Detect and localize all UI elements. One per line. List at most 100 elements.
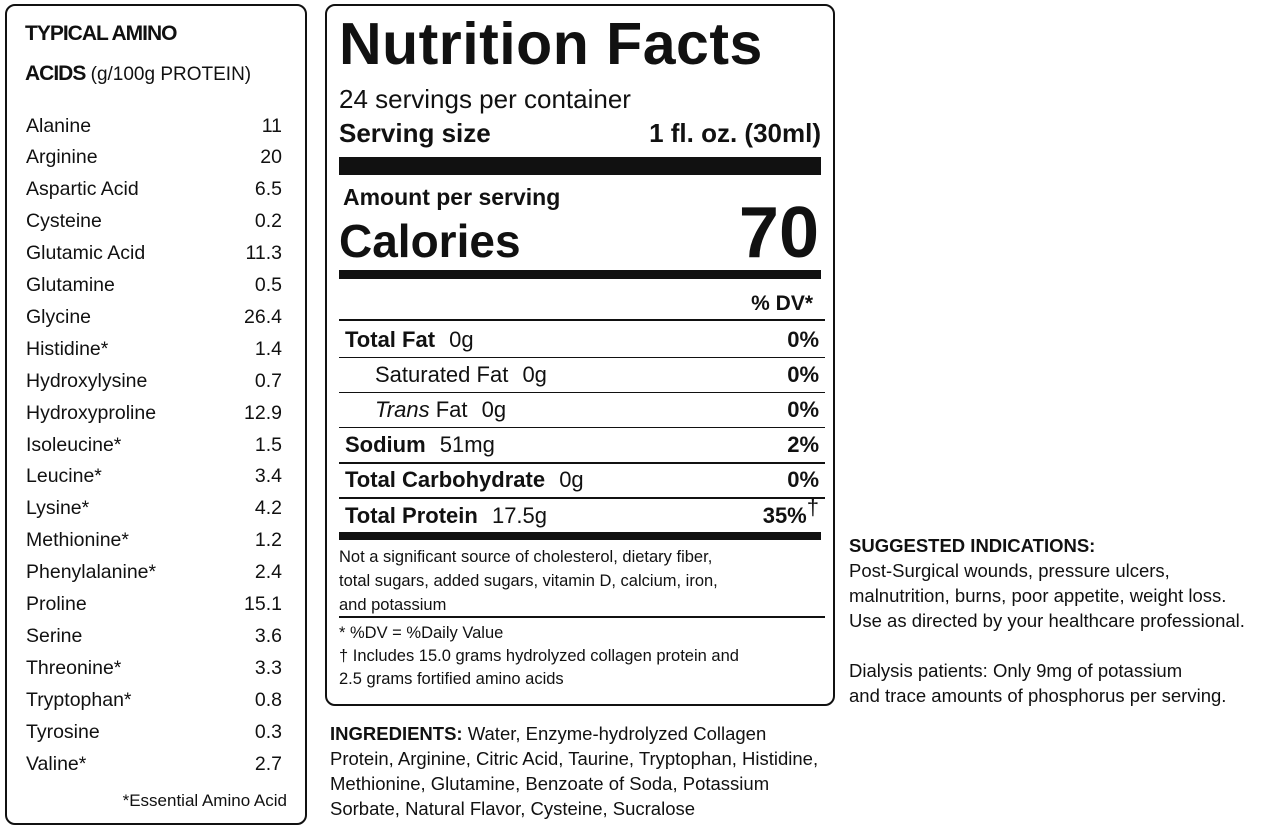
divider [339,616,825,618]
amino-value: 6.5 [254,178,282,201]
amino-value: 12.9 [244,401,282,424]
amino-value: 1.5 [254,433,282,456]
amino-name: Phenylalanine* [26,561,157,584]
serving-size-label: Serving size [339,118,491,148]
amino-footnote: *Essential Amino Acid [122,791,287,810]
nutrient-name: Sodium [345,432,426,458]
amino-row: Aspartic Acid 6.5 [26,174,282,206]
footnote-line: 2.5 grams fortified amino acids [339,670,564,688]
nutrient-amount: 51mg [439,432,495,458]
amino-value: 3.3 [254,656,282,679]
serving-size-value: 1 fl. oz. (30ml) [649,118,821,148]
amino-name: Isoleucine* [26,433,122,456]
nf-note: Not a significant source of cholesterol,… [339,545,718,617]
amino-row: Serine 3.6 [26,620,282,652]
amino-value: 26.4 [244,305,282,328]
divider [339,356,825,358]
amino-value: 0.2 [254,210,282,233]
nutrient-dv: 2% [787,432,819,458]
dialysis-line: Dialysis patients: Only 9mg of potassium [849,660,1183,681]
amino-name: Tryptophan* [26,688,132,711]
nutrient-dv: 0% [787,396,819,422]
amino-row: Lysine* 4.2 [26,493,282,525]
nutrient-dv-cell: 0% [787,397,819,423]
ingredient-line: Methionine, Glutamine, Benzoate of Soda,… [330,771,818,796]
indication-line: malnutrition, burns, poor appetite, weig… [849,585,1227,606]
nutrient-amount: 0g [481,396,507,422]
ingredient-line: Sorbate, Natural Flavor, Cysteine, Sucra… [330,796,818,821]
amino-value: 0.7 [254,369,282,392]
dialysis-text: Dialysis patients: Only 9mg of potassium… [849,658,1226,708]
amino-value: 3.6 [254,624,282,647]
amino-row: Histidine* 1.4 [26,333,282,365]
amino-value: 1.4 [254,337,282,360]
nutrient-dv: 0% [787,361,819,387]
amino-row: Phenylalanine* 2.4 [26,557,282,589]
nutrient-name: Total Fat [345,326,436,352]
amino-name: Threonine* [26,656,122,679]
divider [339,462,825,464]
amino-row: Glycine 26.4 [26,301,282,333]
nutrient-dv: 0% [787,467,819,493]
amino-value: 0.5 [254,274,282,296]
amino-row: Leucine* 3.4 [26,461,282,493]
nutrient-name-italic: Trans [375,396,430,422]
amino-name: Histidine* [26,337,109,360]
amino-row: Methionine* 1.2 [26,525,282,557]
nutrient-amount: 0g [449,326,474,352]
nutrient-dv-cell: 0% [787,467,819,493]
amino-value: 11.3 [245,242,282,265]
medium-bar [339,270,821,279]
ingredients: INGREDIENTS: Water, Enzyme-hydrolyzed Co… [330,721,818,821]
amino-name: Aspartic Acid [26,178,139,201]
servings: 24 servings per container [339,84,631,114]
nutrient-amount: 0g [522,361,547,387]
nutrient-name: Fat [435,396,468,422]
amino-name: Valine* [26,752,87,775]
amino-row: Tyrosine 0.3 [26,716,282,748]
amino-row: Cysteine 0.2 [26,206,282,238]
nutrient-row: Sodium 51mg 2% [345,428,819,463]
thick-bar [339,157,821,175]
amino-value: 0.3 [254,720,282,743]
dialysis-line: and trace amounts of phosphorus per serv… [849,685,1227,706]
note-line: and potassium [339,596,447,614]
amino-title-bold: ACIDS [25,62,86,85]
amino-row: Glutamine 0.5 [26,270,282,302]
amino-name: Glutamine [26,274,115,296]
amino-name: Glycine [26,305,92,328]
amino-name: Glutamic Acid [26,242,146,265]
ingredient-text: Methionine, Glutamine, Benzoate of Soda,… [330,773,770,794]
amount-per-serving: Amount per serving [343,184,561,210]
amino-value: 4.2 [254,497,282,520]
nutrient-dv: 0% [787,326,819,352]
nutrient-dv-cell: 0% [787,362,819,388]
nutrient-label: Total Carbohydrate 0g [345,467,584,493]
note-line: total sugars, added sugars, vitamin D, c… [339,572,718,590]
amino-name: Hydroxyproline [26,401,157,424]
amino-row: Alanine 11 [26,110,282,142]
amino-name: Proline [26,593,87,615]
amino-row: Tryptophan* 0.8 [26,684,282,716]
nf-title: Nutrition Facts [339,11,763,77]
nutrient-row: Total Fat 0g 0% [345,322,819,357]
nutrient-amount: 0g [559,467,584,493]
medium-bar [339,532,821,540]
nutrient-label: Saturated Fat 0g [345,362,547,388]
nutrient-name: Saturated Fat [375,361,509,387]
footnote-line: * %DV = %Daily Value [339,624,504,642]
calories-label: Calories [339,215,521,267]
amino-name: Serine [26,624,83,647]
amino-row: Proline 15.1 [26,589,282,621]
amino-value: 0.8 [254,688,282,711]
amino-row: Valine* 2.7 [26,748,282,780]
indication-line: Use as directed by your healthcare profe… [849,610,1245,631]
nutrient-row: Saturated Fat 0g 0% [345,357,819,392]
indications-text: Post-Surgical wounds, pressure ulcers, ma… [849,558,1245,633]
nutrient-amount: 17.5g [491,502,548,528]
amino-name: Leucine* [26,465,102,488]
nutrient-dv-cell: 2% [787,432,819,458]
nutrient-dv-cell: 0% [787,327,819,353]
divider [339,319,825,321]
